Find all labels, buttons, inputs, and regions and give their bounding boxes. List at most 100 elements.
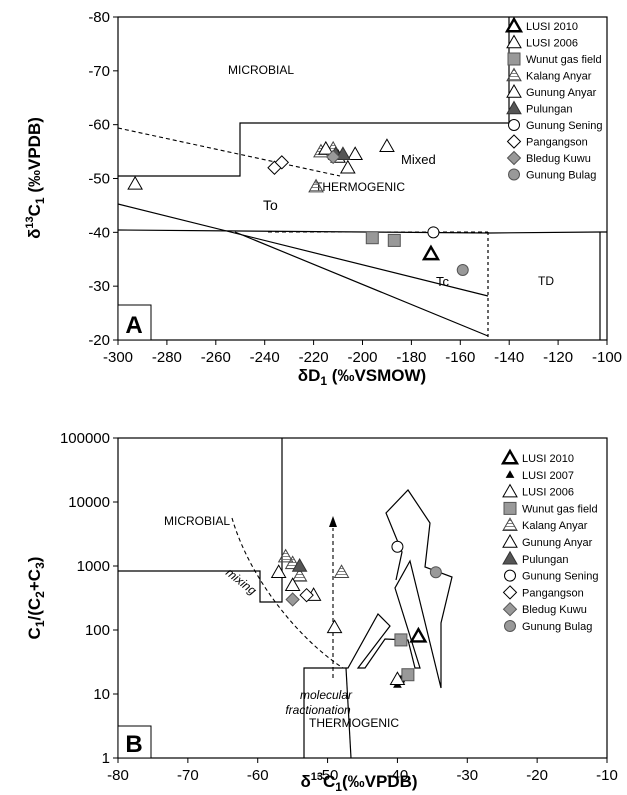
region-microbial: MICROBIAL (228, 63, 294, 77)
point-pangangson (299, 587, 314, 603)
fractionation-arrow-head (329, 516, 337, 527)
y-tick-label: 1 (102, 750, 110, 767)
region-microbial: MICROBIAL (164, 514, 230, 528)
legend-marker-wunut-gas-field (503, 501, 517, 515)
legend-marker-bledug-kuwu (502, 601, 518, 617)
legend-label-gunung-anyar: Gunung Anyar (526, 87, 597, 99)
legend-marker-pangangson (506, 134, 522, 149)
legend-marker-gunung-sening (504, 569, 516, 582)
panel-a-x-ticks: -300 -280 -260 -240 -220 -200 -180 -160 -140 -120… (103, 340, 622, 366)
y-tick-label: 100000 (60, 430, 110, 447)
y-tick-label: -30 (88, 278, 110, 295)
point-bledug-kuwu (285, 592, 300, 607)
x-tick-label: -240 (250, 349, 280, 366)
region-thermogenic: THERMOGENIC (315, 180, 405, 194)
legend-label-gunung-sening: Gunung Sening (526, 120, 602, 132)
panel-a-boundaries (117, 17, 607, 340)
microbial-boundary-dashed (117, 127, 341, 177)
panel-a-label: A (125, 312, 142, 339)
panel-b-x-ticks: -80 -70 -60 -50 -40 -30 -20 -10 (107, 758, 618, 784)
x-tick-label: -30 (456, 767, 478, 784)
point-lusi-2006 (339, 159, 356, 174)
x-tick-label: -70 (177, 767, 199, 784)
panel-b-legend: LUSI 2010 LUSI 2007 LUSI 2006 Wunut gas fie… (500, 448, 598, 633)
point-gunung-bulag (456, 264, 469, 277)
legend-label-pangangson: Pangangson (526, 137, 588, 149)
x-tick-label: -80 (107, 767, 129, 784)
x-tick-label: -60 (247, 767, 269, 784)
point-lusi-2006 (127, 175, 143, 190)
note-fractionation: fractionation (285, 703, 351, 717)
legend-label-bledug-kuwu: Bledug Kuwu (522, 604, 587, 616)
legend-label-gunung-sening: Gunung Sening (522, 571, 598, 583)
panel-b-boundaries (118, 438, 453, 759)
y-tick-label: -50 (88, 171, 110, 188)
legend-marker-kalang-anyar (506, 67, 522, 82)
panel-a-label-box (117, 304, 152, 341)
y-tick-label: -20 (88, 332, 110, 349)
y-tick-label: 10000 (68, 494, 110, 511)
point-wunut-gas-field (387, 233, 401, 247)
x-tick-label: -180 (396, 349, 426, 366)
legend-label-lusi-2006: LUSI 2006 (526, 38, 578, 50)
point-kalang-anyar (308, 178, 324, 193)
legend-marker-lusi-2010 (504, 16, 524, 33)
point-lusi-2006 (326, 619, 343, 634)
point-kalang-anyar (291, 567, 308, 582)
point-gunung-anyar (347, 146, 364, 161)
y-tick-label: -40 (88, 224, 110, 241)
y-tick-label: -80 (88, 9, 110, 26)
legend-marker-pangangson (502, 585, 518, 600)
legend-marker-gunung-sening (508, 119, 520, 131)
point-gunung-sening (427, 226, 440, 239)
point-bledug-kuwu (325, 149, 341, 165)
panel-b-label-box (117, 725, 152, 759)
point-pulungan (291, 557, 308, 572)
x-tick-label: -280 (152, 349, 182, 366)
legend-marker-lusi-2006 (506, 34, 522, 49)
point-gunung-anyar (379, 138, 395, 152)
panel-a: MICROBIAL Mixed To THERMOGENIC Tc TD -30… (24, 9, 622, 388)
x-tick-label: -220 (299, 349, 329, 366)
legend-marker-lusi-2007 (505, 470, 515, 478)
legend-label-lusi-2006: LUSI 2006 (522, 487, 574, 499)
x-tick-label: -140 (494, 349, 524, 366)
panel-a-points (127, 138, 469, 277)
region-td: TD (538, 274, 554, 288)
legend-label-pulungan: Pulungan (522, 554, 569, 566)
x-tick-label: -200 (347, 349, 377, 366)
x-tick-label: -40 (387, 767, 409, 784)
y-tick-label: -70 (88, 63, 110, 80)
region-tc: Tc (436, 274, 450, 289)
legend-label-gunung-anyar: Gunung Anyar (522, 537, 593, 549)
legend-marker-pulungan (502, 550, 518, 565)
point-gunung-anyar (317, 140, 334, 155)
legend-label-kalang-anyar: Kalang Anyar (522, 520, 588, 532)
region-thermogenic: THERMOGENIC (309, 716, 399, 730)
legend-marker-gunung-anyar (506, 83, 522, 98)
x-tick-label: -300 (103, 349, 133, 366)
point-pangangson (274, 155, 290, 170)
point-lusi-2006 (389, 671, 406, 686)
point-lusi-2010 (421, 244, 441, 261)
x-tick-label: -160 (445, 349, 475, 366)
point-gunung-sening (391, 540, 404, 553)
legend-label-gunung-bulag: Gunung Bulag (522, 621, 592, 633)
legend-marker-wunut-gas-field (507, 52, 521, 66)
x-tick-label: -10 (596, 767, 618, 784)
legend-marker-kalang-anyar (502, 517, 518, 531)
legend-label-bledug-kuwu: Bledug Kuwu (526, 153, 591, 165)
point-kalang-anyar (277, 548, 294, 563)
legend-marker-gunung-anyar (502, 533, 518, 548)
panel-b-frame (117, 437, 608, 759)
panel-a-legend: LUSI 2010 LUSI 2006 Wunut gas field Kalang … (504, 16, 602, 182)
point-wunut-gas-field (401, 668, 415, 682)
panel-b-y-ticks: 1 10 100 1000 10000 100000 (60, 430, 118, 767)
region-mixed: Mixed (401, 152, 436, 167)
point-gunung-bulag (429, 566, 442, 579)
region-to: To (263, 197, 278, 213)
legend-marker-lusi-2006 (502, 483, 518, 498)
x-tick-label: -100 (592, 349, 622, 366)
